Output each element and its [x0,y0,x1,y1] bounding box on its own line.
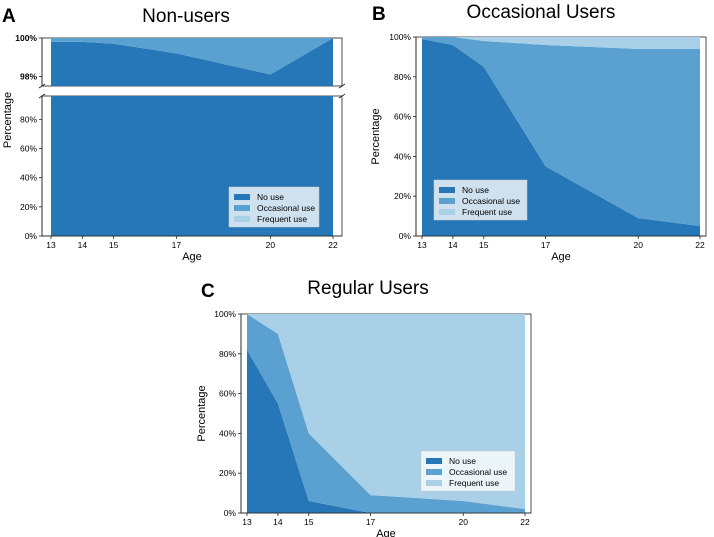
y-tick-label: 0% [399,231,412,241]
panel-letter: C [201,281,215,302]
y-tick-label: 20% [394,191,411,201]
legend [433,179,528,221]
legend-label-occasional-use: Occasional use [257,203,315,213]
x-axis-label: Age [551,251,571,263]
x-axis-label: Age [376,528,396,537]
y-tick-label: 98% [20,71,37,81]
x-tick-label: 13 [46,240,56,250]
legend [420,450,516,492]
x-axis-label: Age [182,251,202,263]
x-tick-label: 14 [78,240,88,250]
panel-title: Occasional Users [467,2,616,23]
y-tick-label: 20% [20,202,37,212]
axis-break-mark [38,93,46,99]
panel-title: Non-users [142,6,230,27]
y-tick-label: 40% [219,428,236,438]
axis-break-mark [38,83,46,89]
x-tick-label: 22 [695,240,705,250]
y-tick-label: 100% [389,32,411,42]
legend-swatch-occasional-use [439,198,455,204]
legend-label-no-use: No use [462,185,489,195]
y-tick-label: 0% [224,508,237,518]
x-tick-label: 22 [520,517,530,527]
x-tick-label: 15 [109,240,119,250]
x-tick-label: 17 [541,240,551,250]
x-tick-label: 20 [266,240,276,250]
legend-swatch-no-use [234,194,250,200]
y-axis-label: Percentage [370,108,382,164]
legend-label-frequent-use: Frequent use [257,214,307,224]
y-tick-label: 40% [394,151,411,161]
y-axis-label: Percentage [196,385,208,441]
x-tick-label: 14 [273,517,283,527]
y-tick-label: 100% [214,309,236,319]
panel-title: Regular Users [307,278,428,299]
y-axis-label: Percentage [2,92,14,148]
x-tick-label: 17 [172,240,182,250]
x-tick-label: 13 [417,240,427,250]
legend-label-no-use: No use [257,192,284,202]
y-tick-label: 100% [15,33,37,43]
y-tick-label: 0% [25,231,38,241]
legend-swatch-no-use [439,187,455,193]
panel-letter: A [2,6,16,27]
x-tick-label: 22 [328,240,338,250]
x-tick-label: 20 [458,517,468,527]
x-tick-label: 15 [304,517,314,527]
area-occasional-use [247,314,525,513]
y-tick-label: 20% [219,468,236,478]
area-upper-occasional-use [51,38,333,75]
x-tick-label: 20 [633,240,643,250]
legend-swatch-no-use [426,458,442,464]
y-tick-label: 80% [394,72,411,82]
y-tick-label: 80% [20,114,37,124]
legend-label-occasional-use: Occasional use [449,467,507,477]
legend-swatch-frequent-use [426,480,442,486]
legend-label-frequent-use: Frequent use [462,207,512,217]
legend-swatch-frequent-use [439,209,455,215]
legend-swatch-frequent-use [234,216,250,222]
axis-break-mark [338,93,346,99]
y-tick-label: 60% [219,389,236,399]
x-tick-label: 15 [479,240,489,250]
x-tick-label: 13 [242,517,252,527]
legend-label-frequent-use: Frequent use [449,478,499,488]
legend-label-occasional-use: Occasional use [462,196,520,206]
axis-break-mark [338,83,346,89]
y-tick-label: 80% [219,349,236,359]
area-no-use [247,349,525,513]
legend-swatch-occasional-use [234,205,250,211]
legend-label-no-use: No use [449,456,476,466]
area-frequent-use [422,37,700,49]
area-occasional-use [422,37,700,227]
x-tick-label: 14 [448,240,458,250]
panel-letter: B [372,4,386,25]
legend [228,186,320,228]
y-tick-label: 40% [20,173,37,183]
x-tick-label: 17 [366,517,376,527]
y-tick-label: 60% [20,144,37,154]
y-tick-label: 60% [394,112,411,122]
area-upper-no-use [51,38,333,86]
legend-swatch-occasional-use [426,469,442,475]
